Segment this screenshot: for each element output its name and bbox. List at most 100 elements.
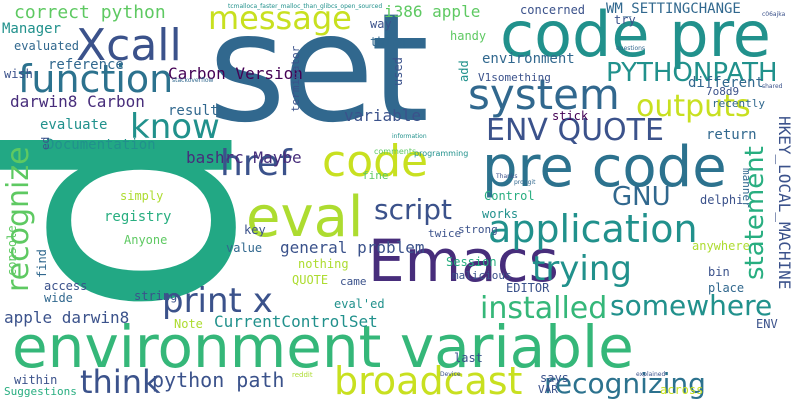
word-gnu: GNU xyxy=(612,182,671,212)
word-hkey-local-machine: HKEY_LOCAL_MACHINE xyxy=(775,116,794,290)
word-trying: trying xyxy=(532,249,633,289)
word-darwin8-carbon: darwin8 Carbon xyxy=(10,92,145,111)
word-information: information xyxy=(392,133,427,140)
word-tcmalloca: tcmalloca_faster_malloc_than_glibcs_open… xyxy=(228,3,383,10)
word-find: find xyxy=(35,249,49,278)
word-anyone: Anyone xyxy=(124,233,168,247)
word-last: last xyxy=(454,351,483,365)
word-manager: Manager xyxy=(2,21,62,37)
word-suggestions: Suggestions xyxy=(4,385,77,398)
word-simply: simply xyxy=(120,189,164,203)
word-message: message xyxy=(208,0,352,37)
word-explained: explained xyxy=(636,371,666,378)
word-anywhere: anywhere xyxy=(692,239,750,253)
word-within: within xyxy=(14,373,58,387)
word-result: result xyxy=(168,103,219,119)
word-delphi: delphi xyxy=(700,193,744,207)
word-bashrc-maybe: bashrc Maybe xyxy=(186,148,302,167)
word-programming: programming xyxy=(414,149,469,158)
word-string: string xyxy=(134,289,178,303)
word-statement: statement xyxy=(740,146,770,280)
word-fine: fine xyxy=(362,169,389,182)
word-apple-darwin8: apple darwin8 xyxy=(4,308,130,327)
word-currentcontrolset: CurrentControlSet xyxy=(214,312,378,331)
word-wide: wide xyxy=(44,291,73,305)
word-variable: variable xyxy=(344,106,422,125)
word-reddit: reddit xyxy=(292,371,313,379)
word-add: add xyxy=(457,60,471,82)
word-application: application xyxy=(488,207,698,251)
word-installed: installed xyxy=(480,291,608,326)
word-note: Note xyxy=(174,317,203,331)
word-used: used xyxy=(391,57,405,86)
word-questions: questions xyxy=(616,45,646,52)
word-control: Control xyxy=(484,189,535,203)
word-says: says xyxy=(540,371,569,385)
word-across: across xyxy=(660,383,704,397)
word-correct-python: correct python xyxy=(14,2,166,23)
word-v1something: V1something xyxy=(478,71,551,84)
word-twice: twice xyxy=(428,227,462,240)
word-console: console xyxy=(5,225,19,276)
word-documentation: Documentation xyxy=(46,137,156,153)
word-session: Session xyxy=(446,255,497,269)
word-wm-settingchange: WM_SETTINGCHANGE xyxy=(606,1,741,17)
word-think: think xyxy=(80,363,161,400)
word-script: script xyxy=(374,193,453,226)
word-stackoverflow: stackoverflow xyxy=(172,77,214,84)
word-emacs: Emacs xyxy=(368,227,559,295)
word-pre-code: pre code xyxy=(482,135,727,200)
word-value: value xyxy=(226,241,263,255)
word-came: came xyxy=(340,275,367,288)
word-terminator: terminator xyxy=(289,45,302,112)
word-thanks: Thanks xyxy=(496,173,518,180)
word-function: function xyxy=(18,57,174,101)
word-broadcast: broadcast xyxy=(334,359,523,400)
word-know: know xyxy=(130,107,220,147)
word-carbon-version: Carbon Version xyxy=(168,64,303,83)
word-bin: bin xyxy=(708,265,730,279)
word-quote: QUOTE xyxy=(292,273,329,287)
word-recently: recently xyxy=(712,97,765,110)
word-env: ENV xyxy=(756,317,778,331)
word-recognizing: recognizing xyxy=(544,367,706,400)
word-outputs: outputs xyxy=(636,89,751,124)
word-system: system xyxy=(468,70,620,119)
word-different: different xyxy=(688,75,764,91)
word-somewhere: somewhere xyxy=(610,289,773,322)
word-evaluated: evaluated xyxy=(14,39,80,53)
word-code-pre: code pre xyxy=(500,0,771,71)
word-strong: strong xyxy=(458,223,498,236)
word-wish: wish xyxy=(4,67,33,81)
word-general-problem: general problem xyxy=(280,238,425,257)
word-python-path: python path xyxy=(152,368,285,392)
word-return: return xyxy=(706,127,757,143)
word-7o8d9: 7o8d9 xyxy=(706,85,740,98)
word-set: set xyxy=(208,0,429,156)
word-eval: eval xyxy=(246,185,364,250)
word-concerned: concerned xyxy=(520,3,586,17)
word-malicious: malicious xyxy=(452,269,512,282)
word-environment: environment xyxy=(482,51,575,67)
word-works: works xyxy=(482,207,519,221)
word-proggit: proggit xyxy=(514,179,536,186)
word-thing: thing xyxy=(370,35,407,49)
word-var: VAR xyxy=(538,383,558,396)
word-i386-apple: i386 apple xyxy=(384,2,481,21)
word-shared: shared xyxy=(762,83,783,90)
word-place: place xyxy=(708,281,745,295)
word-evaled: eval'ed xyxy=(334,297,385,311)
word-c06ajka: c06ajka xyxy=(762,11,786,18)
word-try: try xyxy=(614,13,636,27)
word-reference: reference xyxy=(48,57,124,73)
word-stick: stick xyxy=(552,109,589,123)
word-device: Device xyxy=(440,371,461,378)
word-editor: EDITOR xyxy=(506,281,550,295)
word-access: access xyxy=(44,279,88,293)
word-comments: comments xyxy=(374,147,417,156)
word-nothing: nothing xyxy=(298,257,349,271)
word-handy: handy xyxy=(450,29,487,43)
word-print-x: print x xyxy=(162,281,273,321)
word-evaluate: evaluate xyxy=(40,117,108,133)
word-key: key xyxy=(244,223,266,237)
